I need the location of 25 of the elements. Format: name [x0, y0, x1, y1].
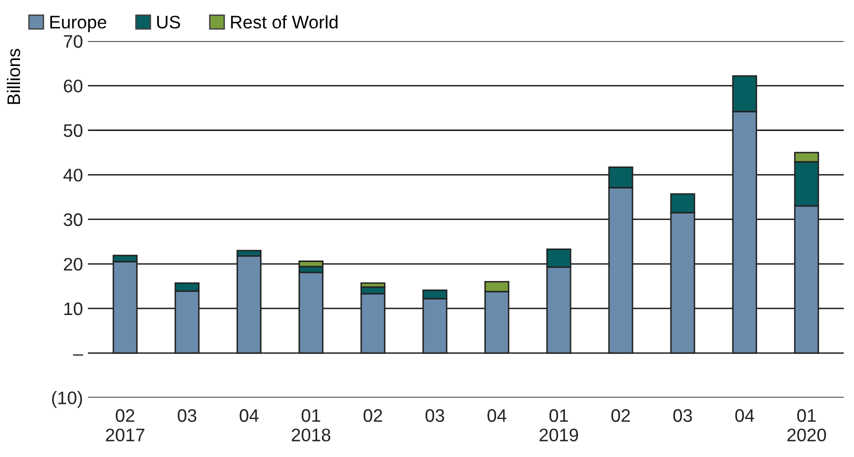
x-tick-label: 02 [364, 409, 382, 422]
y-tick-label: (10) [52, 391, 82, 408]
y-tick-label: 50 [64, 124, 82, 137]
y-tick-label: 10 [64, 302, 82, 316]
x-tick-label: 01 2018 [292, 409, 330, 442]
x-tick-label: 02 2017 [106, 409, 144, 442]
x-tick-label: 03 [426, 409, 444, 422]
y-tick-label: 30 [64, 213, 82, 226]
y-tick-label: 70 [64, 35, 82, 48]
y-tick-label: 60 [64, 80, 82, 92]
x-tick-label: 01 2019 [540, 409, 578, 442]
y-tick-label: 40 [63, 168, 82, 182]
x-tick-label: 03 [178, 409, 196, 422]
y-tick-label: – [73, 354, 84, 356]
legend-label: Rest of World [231, 15, 338, 29]
x-tick-label: 04 [240, 409, 259, 422]
legend-label: US [157, 16, 180, 29]
x-tick-label: 04 [735, 409, 754, 422]
y-axis-title: Billions [6, 48, 20, 104]
x-tick-label: 01 2020 [787, 409, 826, 442]
legend-label: Europe [50, 16, 106, 32]
y-tick-label: 20 [64, 258, 82, 271]
x-tick-label: 04 [487, 409, 506, 422]
x-tick-label: 02 [611, 409, 630, 422]
x-tick-label: 03 [673, 409, 692, 422]
